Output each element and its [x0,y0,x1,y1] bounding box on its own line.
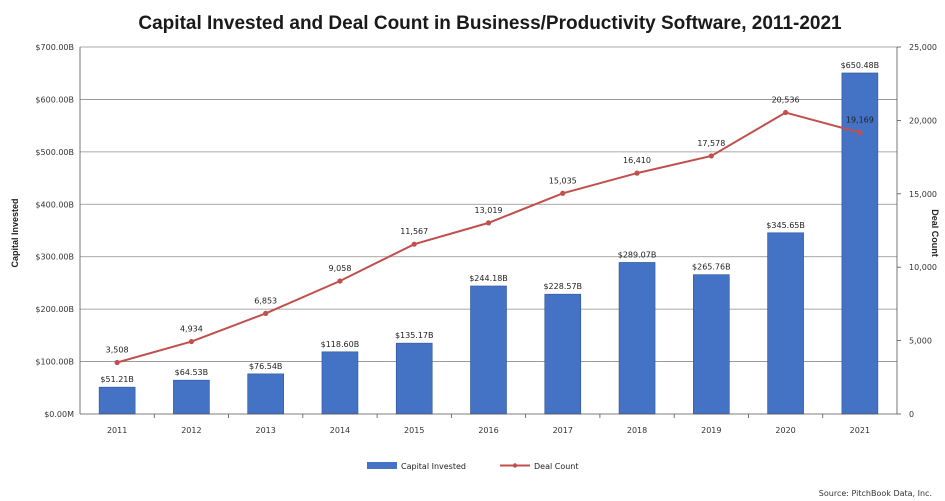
deal-count-point [337,278,343,284]
bar [321,351,359,415]
y-tick-label: $500.00B [35,148,74,157]
deal-count-point [263,310,269,316]
x-tick-label: 2018 [627,426,647,435]
x-tick-label: 2019 [701,426,721,435]
legend-label-capital-invested: Capital Invested [401,462,466,471]
y-tick-label: $200.00B [35,305,74,314]
bar [767,232,804,415]
y-tick-label: $600.00B [35,95,74,104]
x-tick-label: 2021 [850,426,870,435]
x-tick-label: 2011 [107,426,127,435]
y-tick-label: $100.00B [35,358,74,367]
y-right-tick-label: 20,000 [909,116,937,125]
x-tick-label: 2015 [404,426,424,435]
gridlines [80,46,897,362]
bar [98,386,136,415]
legend-swatch-capital-invested [367,462,397,469]
axes: $0.00M $100.00B $200.00B $300.00B $400.00B $5… [35,43,937,435]
source-note: Source: PitchBook Data, Inc. [819,489,932,498]
x-tick-label: 2017 [553,426,573,435]
deal-count-data-label: 13,019 [475,206,503,215]
deal-count-point [708,153,714,159]
legend-swatch-deal-count-marker [512,463,518,468]
y-right-tick-label: 5,000 [909,337,932,346]
line-series-deal-count: 3,508 4,934 6,853 9,058 11,567 13,019 15,035 16… [106,96,874,366]
y-tick-label: $400.00B [35,200,74,209]
bar [618,262,656,415]
bar-data-label: $51.21B [100,375,133,384]
deal-count-point [114,359,120,366]
bar-data-label: $289.07B [618,250,657,259]
x-tick-label: 2014 [330,426,350,435]
deal-count-data-label: 19,169 [846,116,874,125]
deal-count-point [411,241,417,247]
x-tick-label: 2016 [478,426,498,435]
y-right-tick-label: 10,000 [909,263,937,272]
deal-count-data-label: 6,853 [254,296,277,305]
bar-data-label: $76.54B [249,362,282,371]
bar [693,274,730,415]
deal-count-data-label: 17,578 [697,139,725,148]
x-tick-label: 2020 [775,426,795,435]
legend-label-deal-count: Deal Count [534,462,579,471]
x-tick-label: 2012 [181,426,201,435]
deal-count-point [560,190,566,196]
y-tick-label: $700.00B [35,43,74,52]
bar-data-label: $265.76B [692,263,731,272]
y-axis-right-title: Deal Count [930,209,940,257]
y-tick-label: $300.00B [35,253,74,262]
bar-data-label: $345.65B [766,221,805,230]
bar [544,293,582,415]
deal-count-point [188,338,195,345]
bar-data-label: $64.53B [175,368,208,377]
deal-count-point [782,109,789,116]
y-right-tick-label: 25,000 [909,43,937,52]
y-tick-label: $0.00M [44,410,74,419]
bar [247,373,284,415]
x-tick-label: 2013 [256,426,276,435]
bar-data-label: $650.48B [841,61,880,70]
deal-count-data-label: 3,508 [106,346,129,355]
legend: Capital Invested Deal Count [367,462,579,471]
y-right-tick-label: 0 [909,410,914,419]
deal-count-point [634,170,640,176]
bar-data-label: $244.18B [469,274,508,283]
bar-data-label: $118.60B [321,340,360,349]
deal-count-data-label: 11,567 [400,227,428,236]
bar [173,379,210,415]
deal-count-point [485,220,492,226]
y-right-tick-label: 15,000 [909,190,937,199]
deal-count-data-label: 15,035 [549,176,577,185]
bar-data-label: $135.17B [395,331,434,340]
bar [395,342,433,415]
deal-count-point [857,129,863,136]
deal-count-data-label: 9,058 [329,264,352,273]
deal-count-data-label: 20,536 [772,96,800,105]
bar [470,285,507,415]
bar-data-label: $228.57B [543,282,582,291]
deal-count-data-label: 16,410 [623,156,651,165]
deal-count-data-label: 4,934 [180,325,203,334]
bar-series-capital-invested: $51.21B $64.53B $76.54B $118.60B $135.17B $24… [98,61,880,415]
y-axis-title: Capital Invested [10,198,20,267]
chart-title: Capital Invested and Deal Count in Busin… [138,13,842,34]
